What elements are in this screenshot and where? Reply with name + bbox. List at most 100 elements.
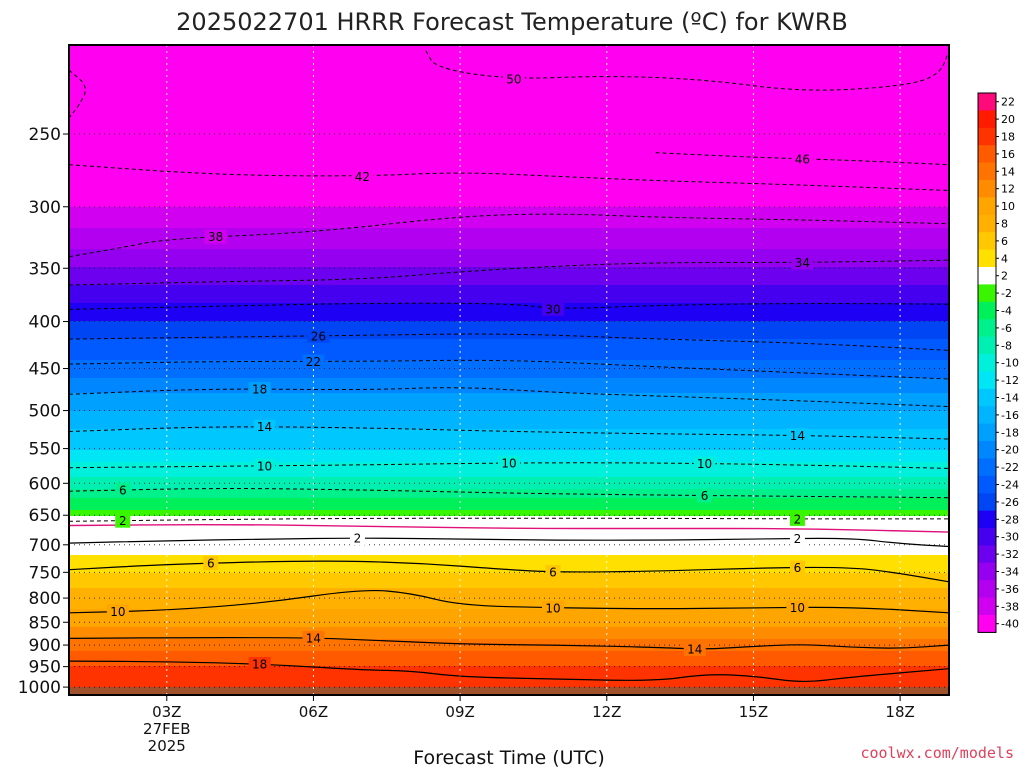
temperature-band bbox=[69, 366, 949, 370]
contour-label-6: 6 bbox=[549, 566, 557, 580]
temperature-band bbox=[69, 282, 949, 286]
colorbar-swatch--38 bbox=[978, 597, 996, 616]
contour-line-18 bbox=[69, 660, 949, 682]
contour-label-bg bbox=[203, 556, 219, 571]
colorbar-swatch--24 bbox=[978, 475, 996, 494]
temperature-band bbox=[69, 636, 949, 640]
contour-line-minus-38 bbox=[69, 213, 949, 258]
contour-label-bg bbox=[115, 483, 131, 498]
temperature-band bbox=[69, 354, 949, 358]
colorbar-label--38: -38 bbox=[1001, 600, 1019, 613]
contour-line-2 bbox=[69, 537, 949, 548]
temperature-band bbox=[69, 399, 949, 403]
y-tick-label-750: 750 bbox=[29, 563, 61, 583]
colorbar-label--6: -6 bbox=[1001, 322, 1012, 335]
temperature-band bbox=[69, 147, 949, 151]
temperature-band bbox=[69, 630, 949, 634]
temperature-band bbox=[69, 111, 949, 115]
contour-label-2: 2 bbox=[794, 532, 802, 546]
temperature-band bbox=[69, 627, 949, 631]
contour-line-minus-50 bbox=[69, 69, 86, 119]
contour-label-bg bbox=[351, 169, 374, 184]
colorbar-swatch--4 bbox=[978, 301, 996, 320]
colorbar-swatch--10 bbox=[978, 354, 996, 372]
temperature-band bbox=[69, 402, 949, 406]
temperature-band bbox=[69, 441, 949, 445]
temperature-band bbox=[69, 624, 949, 628]
y-tick-label-1000: 1000 bbox=[18, 678, 61, 698]
contour-line-minus-2 bbox=[69, 517, 949, 522]
temperature-band bbox=[69, 309, 949, 313]
temperature-band bbox=[69, 408, 949, 412]
temperature-band bbox=[69, 621, 949, 625]
contour-line-6 bbox=[69, 560, 949, 583]
temperature-band bbox=[69, 336, 949, 340]
temperature-band bbox=[69, 159, 949, 163]
contour-label-minus-26: 26 bbox=[311, 329, 326, 343]
contour-label-minus-34: 34 bbox=[795, 256, 810, 270]
contour-label-bg bbox=[789, 511, 805, 526]
colorbar-label-22: 22 bbox=[1001, 96, 1015, 109]
temperature-band bbox=[69, 93, 949, 97]
contour-label-minus-10: 10 bbox=[257, 459, 272, 473]
contour-label-bg bbox=[349, 530, 365, 545]
contour-line-0 bbox=[69, 523, 949, 533]
contour-label-bg bbox=[693, 456, 716, 471]
temperature-band bbox=[69, 675, 949, 679]
temperature-band bbox=[69, 483, 949, 487]
temperature-band bbox=[69, 177, 949, 181]
temperature-band bbox=[69, 120, 949, 124]
temperature-band bbox=[69, 645, 949, 649]
colorbar-label-8: 8 bbox=[1001, 218, 1008, 231]
colorbar-swatch-2 bbox=[978, 267, 996, 285]
temperature-band bbox=[69, 294, 949, 298]
colorbar-label--16: -16 bbox=[1001, 409, 1019, 422]
temperature-band bbox=[69, 612, 949, 616]
temperature-band bbox=[69, 225, 949, 229]
temperature-band bbox=[69, 534, 949, 538]
temperature-band bbox=[69, 660, 949, 664]
temperature-band bbox=[69, 57, 949, 61]
contour-label-bg bbox=[307, 328, 330, 343]
colorbar-swatch-14 bbox=[978, 162, 996, 181]
contour-label-bg bbox=[789, 560, 805, 575]
temperature-band bbox=[69, 237, 949, 241]
temperature-band bbox=[69, 498, 949, 502]
temperature-band bbox=[69, 153, 949, 157]
colorbar: 22 20 18 16 14 12 10 8 6 4 2 -2 -4 -6 -8 -10 -12 -14 -16 -1… bbox=[977, 92, 1019, 633]
temperature-band bbox=[69, 597, 949, 601]
contour-label-bg bbox=[542, 600, 564, 615]
temperature-band bbox=[69, 207, 949, 211]
contour-label-bg bbox=[115, 513, 131, 528]
temperature-band bbox=[69, 105, 949, 109]
temperature-band bbox=[69, 144, 949, 148]
contour-line-minus-42 bbox=[69, 164, 949, 191]
y-tick-label-700: 700 bbox=[29, 536, 61, 556]
temperature-band bbox=[69, 171, 949, 175]
contour-label-bg bbox=[248, 381, 271, 396]
temperature-band bbox=[69, 234, 949, 238]
temperature-band bbox=[69, 504, 949, 508]
colorbar-swatch--26 bbox=[978, 493, 996, 511]
contour-label-bg bbox=[791, 151, 814, 166]
temperature-band bbox=[69, 423, 949, 427]
y-tick-label-950: 950 bbox=[29, 658, 61, 678]
temperature-band bbox=[69, 150, 949, 154]
temperature-band bbox=[69, 300, 949, 304]
x-tick-label-18Z: 18Z bbox=[885, 703, 914, 721]
colorbar-label-20: 20 bbox=[1001, 113, 1015, 126]
x-tick-label-12Z: 12Z bbox=[592, 703, 621, 721]
contour-label-6: 6 bbox=[794, 561, 802, 575]
contour-line-minus-14 bbox=[69, 426, 949, 440]
temperature-band bbox=[69, 99, 949, 103]
temperature-band bbox=[69, 684, 949, 688]
colorbar-swatch--12 bbox=[978, 371, 996, 390]
colorbar-label--20: -20 bbox=[1001, 444, 1019, 457]
contour-label-minus-38: 38 bbox=[208, 230, 223, 244]
contour-label-minus-14: 14 bbox=[257, 420, 272, 434]
temperature-band bbox=[69, 501, 949, 505]
temperature-band bbox=[69, 561, 949, 565]
temperature-band bbox=[69, 585, 949, 589]
y-tick-label-400: 400 bbox=[29, 313, 61, 333]
